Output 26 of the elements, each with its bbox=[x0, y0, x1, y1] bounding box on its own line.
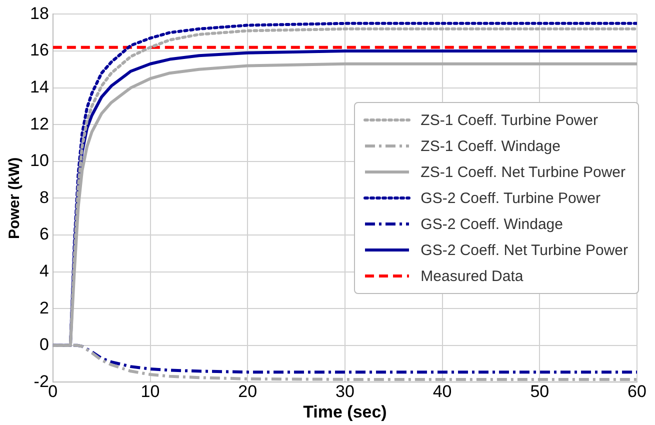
y-tick-label: -2 bbox=[34, 372, 49, 391]
x-axis-title: Time (sec) bbox=[303, 402, 387, 422]
legend-label: GS-2 Coeff. Turbine Power bbox=[420, 190, 600, 206]
y-axis-title: Power (kW) bbox=[6, 157, 24, 240]
x-tick-label: 10 bbox=[140, 382, 160, 402]
legend-label: GS-2 Coeff. Windage bbox=[420, 216, 563, 232]
legend-label: ZS-1 Coeff. Turbine Power bbox=[420, 112, 598, 128]
legend-label: Measured Data bbox=[420, 268, 524, 284]
y-tick-label: 10 bbox=[30, 151, 49, 170]
y-tick-label: 16 bbox=[30, 40, 49, 60]
x-tick-label: 50 bbox=[530, 382, 550, 402]
x-tick-label: 60 bbox=[628, 382, 646, 402]
legend-label: ZS-1 Coeff. Net Turbine Power bbox=[420, 164, 626, 180]
legend-label: GS-2 Coeff. Net Turbine Power bbox=[420, 242, 628, 258]
y-tick-label: 8 bbox=[39, 188, 49, 207]
legend-label: ZS-1 Coeff. Windage bbox=[420, 138, 560, 154]
y-tick-label: 2 bbox=[39, 298, 49, 318]
y-tick-label: 14 bbox=[30, 77, 49, 96]
y-tick-label: 6 bbox=[39, 224, 49, 244]
y-tick-label: 12 bbox=[30, 114, 49, 134]
x-tick-label: 40 bbox=[432, 382, 452, 402]
y-tick-label: 18 bbox=[30, 4, 49, 23]
y-tick-label: 4 bbox=[39, 261, 49, 280]
x-tick-label: 30 bbox=[335, 382, 354, 402]
x-tick-label: 20 bbox=[238, 382, 258, 402]
y-tick-label: 0 bbox=[39, 335, 49, 354]
